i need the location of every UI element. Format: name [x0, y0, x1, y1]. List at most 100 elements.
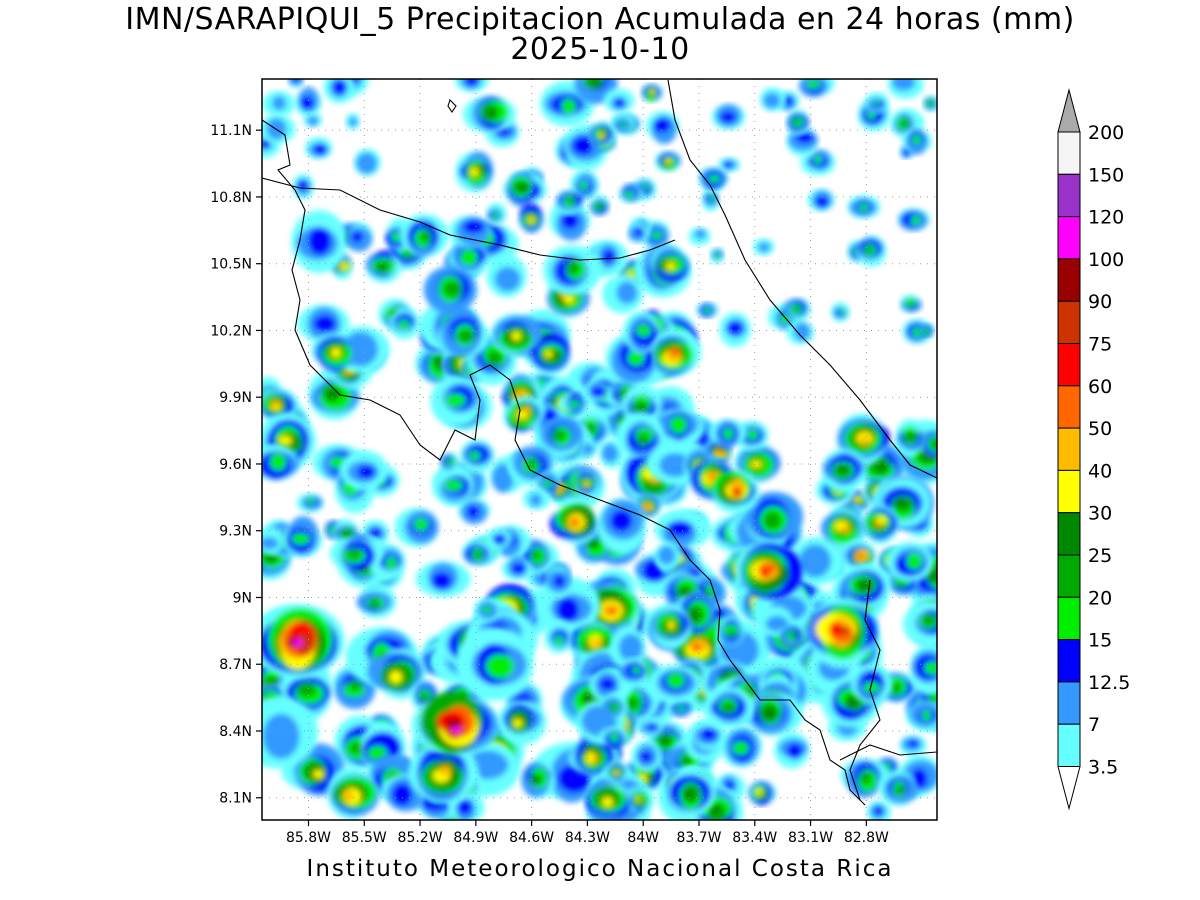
- rain-cell: [669, 696, 692, 718]
- rain-cell: [508, 445, 555, 486]
- rain-cell: [557, 392, 592, 414]
- rain-cell: [462, 95, 516, 134]
- lat-tick-label: 9.3N: [219, 524, 252, 540]
- rain-cell: [887, 79, 924, 99]
- colorbar-band: [1057, 343, 1081, 387]
- rain-cell: [602, 692, 628, 719]
- heavy-cell: [411, 692, 500, 756]
- rain-cell: [820, 507, 865, 552]
- colorbar-band: [1057, 216, 1081, 260]
- rain-cell: [703, 685, 755, 729]
- rain-cell: [353, 148, 381, 176]
- rain-cell: [423, 266, 478, 314]
- rain-cell: [602, 274, 644, 314]
- rain-cell: [430, 376, 482, 427]
- coastline-borders: [262, 79, 937, 806]
- rain-cell: [457, 498, 491, 525]
- rain-cell: [631, 740, 662, 773]
- rain-cell: [903, 601, 937, 648]
- rain-cell: [790, 536, 845, 585]
- rain-cell: [356, 585, 397, 619]
- rain-cell: [545, 566, 572, 598]
- rain-cell: [365, 250, 402, 283]
- lat-tick-label: 8.4N: [219, 724, 252, 740]
- rain-cell: [745, 691, 803, 737]
- rain-cell: [611, 112, 635, 133]
- colorbar-band: [1057, 596, 1081, 641]
- colorbar-label: 25: [1088, 545, 1112, 567]
- rain-cell: [345, 112, 360, 130]
- panama-border: [849, 579, 881, 801]
- rain-cell: [399, 213, 449, 257]
- rain-cell: [303, 112, 323, 128]
- rain-cell: [711, 103, 746, 130]
- rain-cell: [744, 491, 804, 545]
- rain-cell: [774, 731, 810, 769]
- rain-cell: [297, 304, 350, 343]
- rain-cell: [778, 625, 806, 649]
- rain-cell: [786, 109, 810, 135]
- rain-cell: [497, 699, 547, 745]
- rain-cell: [555, 189, 583, 215]
- rain-cell: [394, 507, 439, 547]
- rain-cell: [329, 536, 383, 571]
- rain-cell: [910, 643, 937, 695]
- rain-cell: [650, 605, 692, 649]
- rain-cell: [648, 407, 705, 450]
- rain-cell: [591, 241, 628, 275]
- rain-cell: [759, 87, 785, 112]
- rain-cell: [698, 166, 729, 189]
- rain-cell: [619, 657, 647, 683]
- caribbean-coast: [667, 79, 937, 479]
- rain-cell: [536, 416, 583, 459]
- rain-cell: [717, 157, 741, 173]
- rain-cell: [857, 441, 905, 492]
- rain-cell: [292, 173, 314, 200]
- colorbar-label: 200: [1088, 122, 1124, 144]
- rain-cell: [432, 464, 476, 506]
- colorbar-band: [1057, 131, 1081, 175]
- rain-cell: [695, 302, 719, 318]
- rain-cell: [296, 493, 324, 513]
- rain-cell: [304, 136, 333, 160]
- lon-tick-label: 82.8W: [844, 830, 889, 846]
- rain-cell: [327, 767, 380, 819]
- rain-cell: [522, 487, 551, 511]
- heavy-cell: [262, 603, 345, 678]
- lon-tick-label: 84.3W: [565, 830, 610, 846]
- colorbar-label: 90: [1088, 291, 1112, 313]
- rain-cell: [311, 333, 357, 371]
- rain-cell: [650, 245, 689, 284]
- rain-cell: [388, 307, 421, 340]
- rain-cell: [627, 221, 649, 243]
- rain-cell: [822, 448, 866, 493]
- lon-tick-label: 84W: [627, 830, 659, 846]
- rain-cell: [837, 413, 890, 466]
- rain-cell: [922, 95, 937, 112]
- rain-cell: [688, 227, 711, 246]
- lat-tick-label: 10.2N: [210, 323, 252, 339]
- colorbar-label: 120: [1088, 207, 1124, 229]
- rain-cell: [900, 294, 922, 313]
- rain-cell: [323, 79, 356, 104]
- lat-tick-label: 9.9N: [219, 390, 252, 406]
- rain-cell: [623, 786, 655, 812]
- rain-cell: [654, 508, 712, 549]
- rain-cell: [589, 194, 610, 216]
- colorbar-band: [1057, 300, 1081, 345]
- rain-cell: [455, 151, 494, 193]
- lon-tick-label: 85.5W: [342, 830, 387, 846]
- rain-cell: [440, 452, 460, 473]
- rain-cell: [345, 222, 374, 252]
- rain-cell: [521, 761, 555, 799]
- rain-cell: [262, 388, 299, 422]
- lon-tick-label: 85.2W: [398, 830, 443, 846]
- rain-cell: [544, 621, 573, 653]
- rain-cell: [462, 538, 496, 566]
- rain-cell: [864, 92, 889, 114]
- colorbar-label: 12.5: [1088, 672, 1130, 694]
- rain-cell: [603, 761, 630, 784]
- lon-tick-label: 83.4W: [732, 830, 777, 846]
- island: [447, 98, 457, 113]
- rain-cell: [886, 541, 934, 582]
